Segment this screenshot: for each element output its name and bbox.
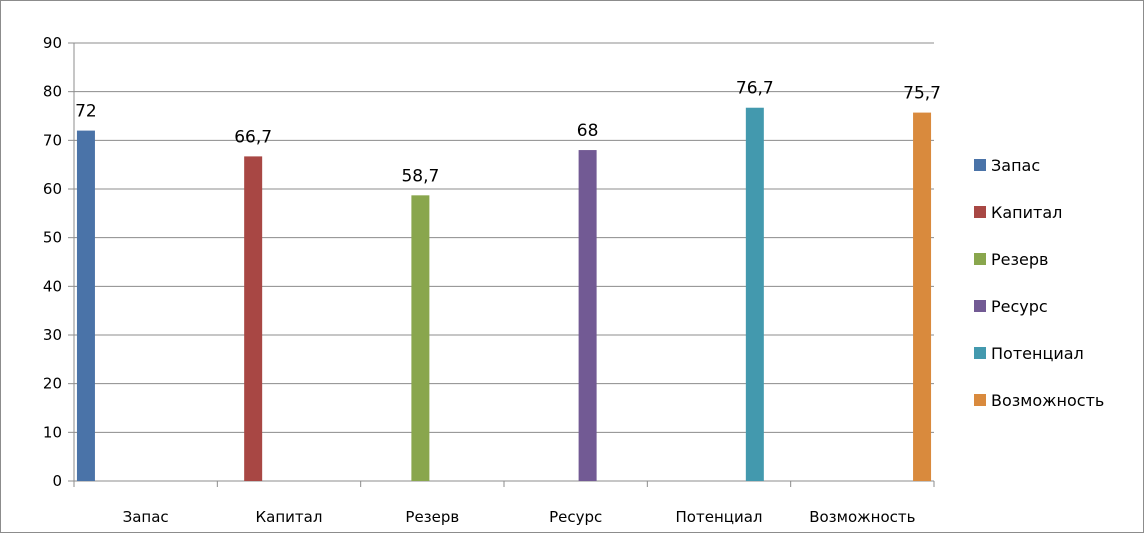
y-tick-label: 40 bbox=[43, 277, 62, 295]
y-tick-label: 30 bbox=[43, 326, 62, 344]
x-category-labels: Запас Капитал Резерв Ресурс Потенциал Возможн… bbox=[123, 508, 916, 526]
bar-6 bbox=[913, 112, 932, 482]
legend-swatch bbox=[974, 300, 986, 312]
y-tick-label: 80 bbox=[43, 83, 62, 101]
bar-5 bbox=[745, 107, 764, 481]
legend-swatch bbox=[974, 159, 986, 171]
data-label: 66,7 bbox=[234, 127, 272, 147]
x-category-label: Капитал bbox=[256, 508, 323, 526]
data-label: 75,7 bbox=[903, 84, 941, 104]
bar-2 bbox=[244, 156, 263, 482]
bars bbox=[76, 107, 932, 482]
y-tick-label: 70 bbox=[43, 131, 62, 149]
legend-label: Потенциал bbox=[991, 344, 1084, 363]
legend-label: Резерв bbox=[991, 250, 1048, 269]
legend-swatch bbox=[974, 206, 986, 218]
data-label: 72 bbox=[75, 102, 97, 122]
bar-4 bbox=[578, 150, 597, 482]
data-labels: 72 66,7 58,7 68 76,7 75,7 bbox=[75, 79, 941, 187]
x-category-label: Потенциал bbox=[676, 508, 763, 526]
legend-label: Запас bbox=[991, 156, 1040, 175]
legend-label: Капитал bbox=[991, 203, 1062, 222]
legend: Запас Капитал Резерв Ресурс Потенциал Возможн… bbox=[974, 156, 1104, 410]
legend-swatch bbox=[974, 347, 986, 359]
legend-label: Возможность bbox=[991, 391, 1104, 410]
y-tick-label: 90 bbox=[43, 34, 62, 52]
y-tick-label: 10 bbox=[43, 423, 62, 441]
axes bbox=[68, 42, 935, 487]
x-category-label: Резерв bbox=[405, 508, 459, 526]
x-category-label: Ресурс bbox=[549, 508, 602, 526]
legend-swatch bbox=[974, 394, 986, 406]
bar-1 bbox=[76, 130, 95, 481]
y-tick-label: 20 bbox=[43, 375, 62, 393]
gridlines bbox=[74, 42, 934, 433]
x-category-label: Возможность bbox=[809, 508, 915, 526]
y-tick-label: 50 bbox=[43, 229, 62, 247]
legend-label: Ресурс bbox=[991, 297, 1048, 316]
data-label: 76,7 bbox=[736, 79, 774, 99]
y-tick-label: 60 bbox=[43, 180, 62, 198]
y-tick-labels: 0 10 20 30 40 50 60 70 80 90 bbox=[43, 34, 62, 490]
legend-swatch bbox=[974, 253, 986, 265]
data-label: 68 bbox=[577, 121, 599, 141]
data-label: 58,7 bbox=[401, 166, 439, 186]
x-category-label: Запас bbox=[123, 508, 169, 526]
y-tick-label: 0 bbox=[52, 472, 62, 490]
bar-3 bbox=[411, 195, 430, 481]
